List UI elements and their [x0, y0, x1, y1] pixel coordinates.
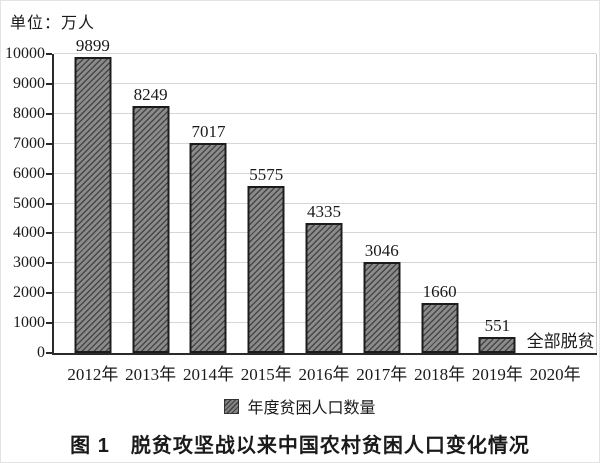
y-tick-label: 1000 — [13, 314, 45, 332]
y-tick — [46, 82, 52, 85]
bar-column-2015年: 5575 — [237, 54, 295, 353]
bar-column-2013年: 8249 — [122, 54, 180, 353]
gridline — [54, 112, 596, 114]
figure-caption: 图 1 脱贫攻坚战以来中国农村贫困人口变化情况 — [70, 435, 530, 457]
legend: 年度贫困人口数量 — [1, 394, 599, 418]
gridline — [54, 82, 596, 84]
x-tick-label: 2015年 — [240, 365, 292, 384]
x-tick-label: 2016年 — [298, 365, 350, 384]
legend-hatch-swatch — [224, 398, 240, 414]
x-tick-label: 2013年 — [125, 365, 177, 384]
y-tick-label: 4000 — [13, 224, 45, 242]
gridline — [54, 202, 596, 204]
bar-column-2018年: 1660 — [411, 54, 469, 353]
y-tick — [46, 262, 52, 265]
y-tick — [46, 112, 52, 115]
y-tick — [46, 202, 52, 205]
y-tick-label: 3000 — [13, 254, 45, 272]
bar-value-label: 7017 — [191, 122, 226, 142]
y-tick-label: 7000 — [13, 134, 45, 152]
bar-2012年 — [74, 57, 112, 353]
y-tick — [46, 292, 52, 295]
y-tick — [46, 232, 52, 235]
annotation-2020年: 全部脱贫 — [526, 332, 595, 351]
gridline — [54, 53, 596, 54]
plot-area: 9899 8249 7017 5575 4335 3046 1660 551 全部脱贫 — [46, 37, 597, 355]
y-tick — [46, 322, 52, 325]
bar-2019年 — [478, 336, 516, 353]
y-tick — [46, 352, 52, 354]
x-tick-label: 2012年 — [67, 365, 119, 384]
bar-column-2016年: 4335 — [295, 54, 353, 353]
bar-column-2014年: 7017 — [180, 54, 238, 353]
bar-value-label: 4335 — [307, 202, 342, 222]
bar-2015年 — [247, 186, 285, 353]
bar-value-label: 9899 — [75, 36, 110, 56]
y-axis-line — [52, 54, 54, 353]
bar-value-label: 8249 — [133, 85, 168, 105]
bar-2018年 — [421, 303, 459, 353]
legend-label: 年度贫困人口数量 — [247, 400, 376, 417]
x-tick-label: 2019年 — [471, 365, 523, 384]
x-axis-labels: 2012年 2013年 2014年 2015年 2016年 2017年 2018年 2019年… — [64, 360, 584, 385]
bar-column-2012年: 9899 — [64, 37, 122, 353]
y-tick — [46, 142, 52, 145]
bar-value-label: 5575 — [249, 165, 284, 185]
bar-value-label: 1660 — [422, 282, 457, 302]
bar-2014年 — [189, 143, 227, 353]
y-tick-label: 8000 — [13, 104, 45, 122]
bar-value-label: 3046 — [364, 240, 399, 260]
x-tick-label: 2017年 — [356, 365, 408, 384]
bar-2013年 — [132, 106, 170, 353]
x-axis-line — [52, 353, 597, 355]
gridline — [54, 142, 596, 144]
bar-2017年 — [363, 261, 401, 353]
bar-value-label: 551 — [484, 315, 511, 335]
x-tick-label: 2018年 — [414, 365, 466, 384]
y-tick — [46, 172, 52, 175]
y-tick-label: 0 — [37, 344, 45, 361]
bar-columns: 9899 8249 7017 5575 4335 3046 1660 551 全部脱贫 — [64, 37, 595, 353]
y-tick-label: 5000 — [13, 194, 45, 212]
y-tick-label: 6000 — [13, 164, 45, 182]
bar-column-2020年: 全部脱贫 — [526, 54, 595, 353]
y-tick-label: 2000 — [13, 284, 45, 302]
bar-column-2017年: 3046 — [353, 54, 411, 353]
gridline — [54, 172, 596, 174]
bar-2016年 — [305, 223, 343, 353]
y-tick — [46, 53, 52, 55]
y-tick-label: 9000 — [13, 74, 45, 92]
x-tick-label: 2020年 — [529, 365, 581, 384]
y-tick-label: 10000 — [5, 45, 45, 62]
bar-column-2019年: 551 — [468, 54, 526, 353]
x-tick-label: 2014年 — [182, 365, 234, 384]
unit-label: 单位：万人 — [10, 15, 96, 32]
